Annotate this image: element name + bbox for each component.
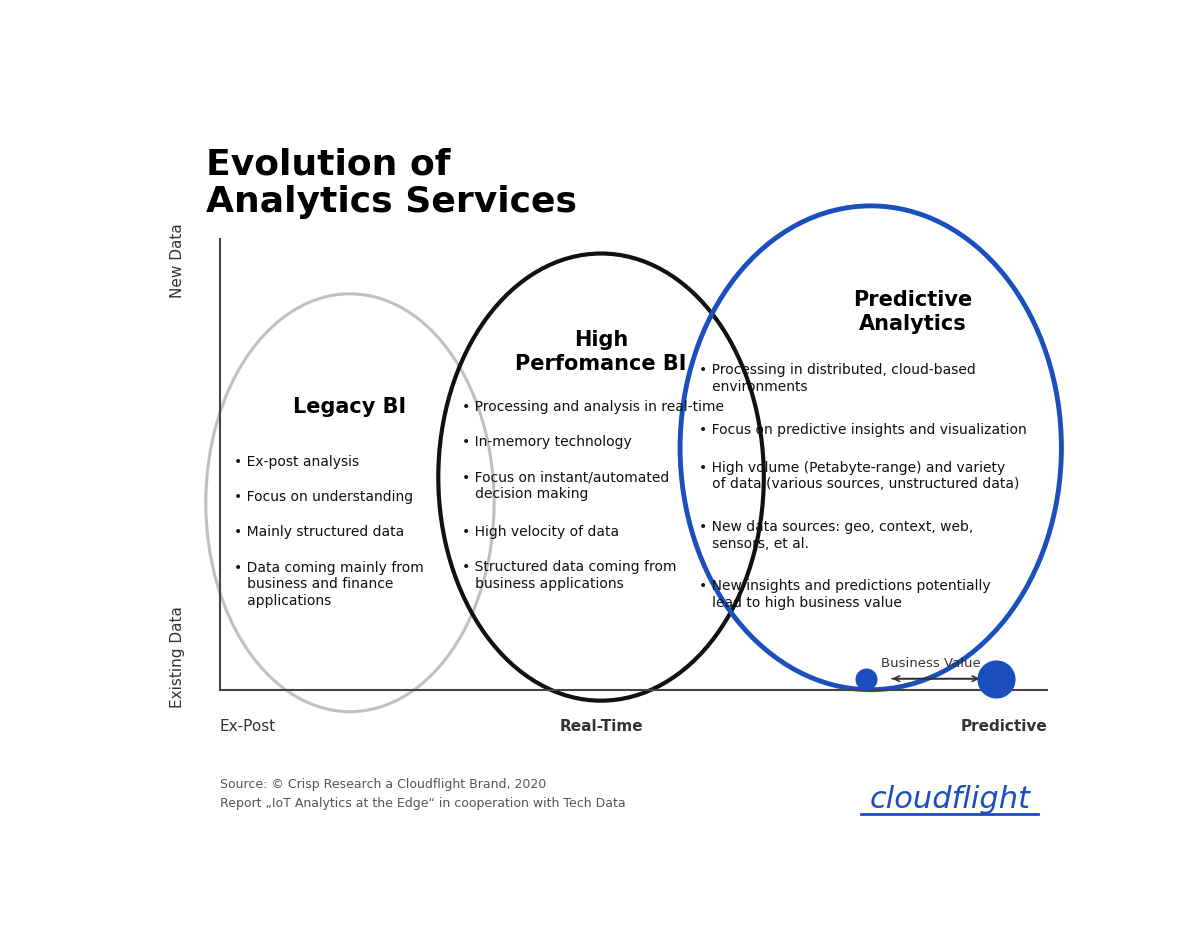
Text: Business Value: Business Value [881, 657, 982, 670]
Text: Ex-Post: Ex-Post [220, 719, 276, 734]
Text: • Focus on predictive insights and visualization: • Focus on predictive insights and visua… [698, 423, 1026, 437]
Text: • Mainly structured data: • Mainly structured data [234, 526, 404, 540]
Text: Existing Data: Existing Data [170, 605, 186, 707]
Text: • Ex-post analysis: • Ex-post analysis [234, 455, 359, 469]
Text: High
Perfomance BI: High Perfomance BI [515, 330, 686, 374]
Text: Evolution of
Analytics Services: Evolution of Analytics Services [206, 148, 577, 219]
Text: • High volume (Petabyte-range) and variety
   of data (various sources, unstruct: • High volume (Petabyte-range) and varie… [698, 461, 1019, 491]
Text: cloudflight: cloudflight [869, 785, 1031, 814]
Text: • Structured data coming from
   business applications: • Structured data coming from business a… [462, 560, 676, 591]
Point [986, 671, 1006, 686]
Text: • New insights and predictions potentially
   lead to high business value: • New insights and predictions potential… [698, 579, 990, 609]
Text: • Focus on instant/automated
   decision making: • Focus on instant/automated decision ma… [462, 470, 668, 502]
Text: Predictive: Predictive [961, 719, 1048, 734]
Text: Legacy BI: Legacy BI [293, 397, 407, 418]
Text: • New data sources: geo, context, web,
   sensors, et al.: • New data sources: geo, context, web, s… [698, 520, 973, 550]
Text: Source: © Crisp Research a Cloudflight Brand, 2020
Report „IoT Analytics at the : Source: © Crisp Research a Cloudflight B… [220, 778, 625, 809]
Text: Real-Time: Real-Time [559, 719, 643, 734]
Text: • High velocity of data: • High velocity of data [462, 526, 619, 539]
Text: New Data: New Data [170, 224, 186, 298]
Text: Predictive
Analytics: Predictive Analytics [853, 290, 972, 334]
Text: • Focus on understanding: • Focus on understanding [234, 490, 413, 505]
Text: • Processing in distributed, cloud-based
   environments: • Processing in distributed, cloud-based… [698, 364, 976, 394]
Text: • In-memory technology: • In-memory technology [462, 435, 631, 449]
Text: • Data coming mainly from
   business and finance
   applications: • Data coming mainly from business and f… [234, 561, 424, 608]
Point [857, 671, 876, 686]
Text: • Processing and analysis in real-time: • Processing and analysis in real-time [462, 400, 724, 414]
